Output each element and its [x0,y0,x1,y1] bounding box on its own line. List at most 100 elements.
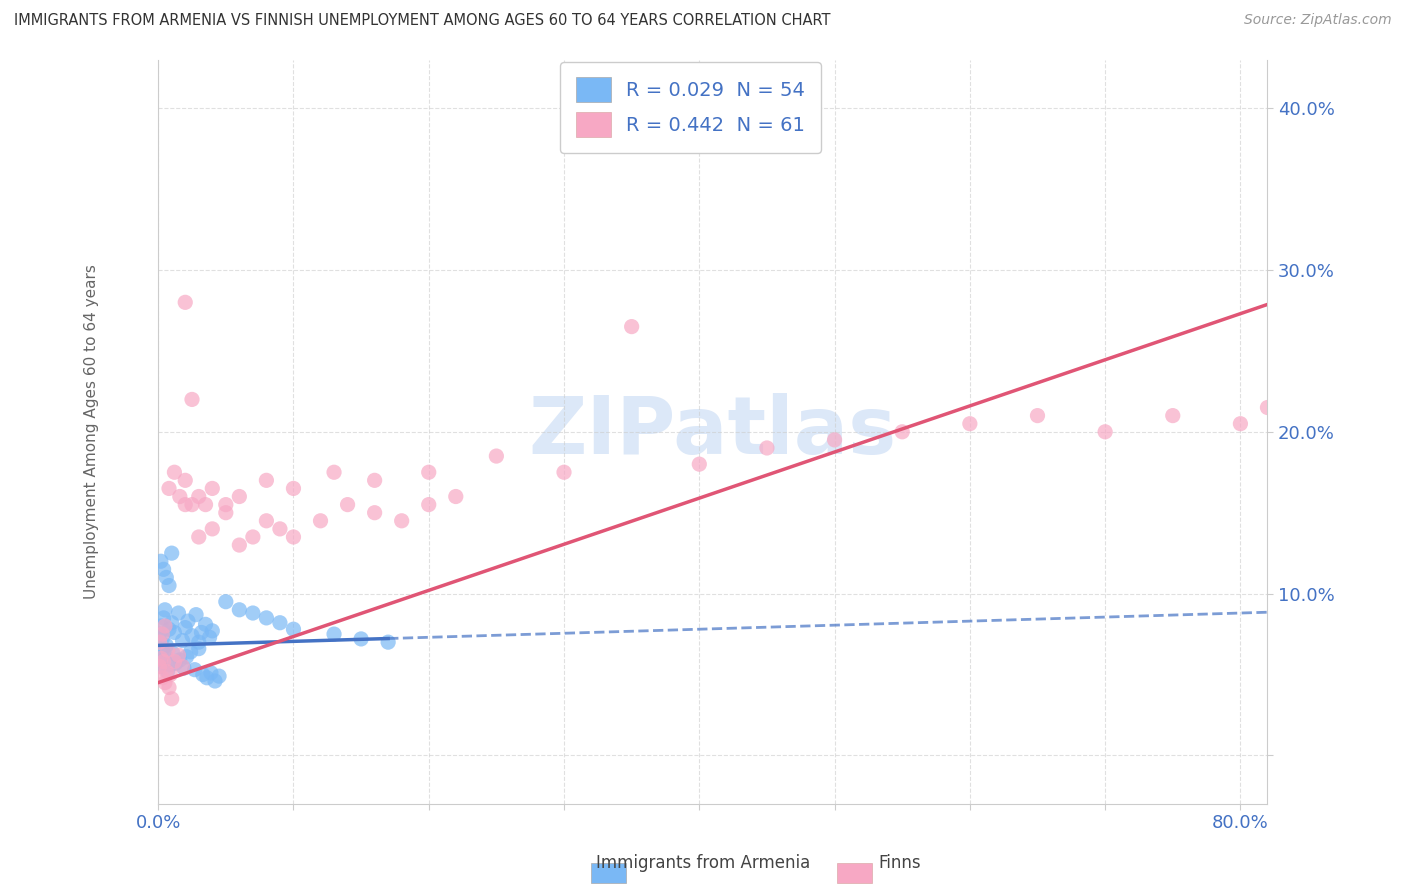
Point [195,671,218,685]
Point [891,425,914,439]
Point [163,465,186,479]
Point [418,465,440,479]
Point [363,506,385,520]
Point [190,625,212,640]
Point [187,530,209,544]
Point [159,667,181,681]
Point [391,514,413,528]
Point [150,627,173,641]
Point [204,673,226,688]
Point [959,417,981,431]
Point [167,606,190,620]
Point [187,641,209,656]
Point [148,635,170,649]
Point [228,603,250,617]
Text: Immigrants from Armenia: Immigrants from Armenia [596,855,810,872]
Point [149,619,172,633]
Point [254,473,277,487]
Point [215,506,238,520]
Text: Source: ZipAtlas.com: Source: ZipAtlas.com [1244,13,1392,28]
Text: Finns: Finns [879,855,921,872]
Point [160,691,183,706]
Point [254,514,277,528]
Point [152,611,174,625]
Point [200,665,222,680]
Point [162,647,184,661]
Point [174,621,197,635]
Point [418,498,440,512]
Point [228,490,250,504]
Point [350,632,373,646]
Point [172,633,194,648]
Point [157,482,180,496]
Point [323,465,346,479]
Point [157,622,180,636]
Point [165,656,187,670]
Legend: R = 0.029  N = 54, R = 0.442  N = 61: R = 0.029 N = 54, R = 0.442 N = 61 [561,62,821,153]
Point [254,611,277,625]
Point [148,659,170,673]
Point [201,482,224,496]
Point [152,655,174,669]
Point [215,595,238,609]
Point [1026,409,1049,423]
Point [283,482,305,496]
Point [153,603,176,617]
Point [157,578,180,592]
Point [173,661,195,675]
Point [177,614,200,628]
Point [181,498,204,512]
Point [150,632,173,646]
Point [156,665,179,679]
Point [269,522,291,536]
Point [553,465,575,479]
Point [150,671,173,685]
Point [269,615,291,630]
Point [155,639,177,653]
Point [194,617,217,632]
Point [152,562,174,576]
Point [377,635,399,649]
Point [148,651,170,665]
Point [187,635,209,649]
Point [183,663,205,677]
Point [167,648,190,662]
Point [620,319,643,334]
Point [201,522,224,536]
Point [174,473,197,487]
Point [169,490,191,504]
Point [184,607,207,622]
Text: Unemployment Among Ages 60 to 64 years: Unemployment Among Ages 60 to 64 years [84,264,98,599]
Point [336,498,359,512]
Point [688,457,710,471]
Point [149,659,172,673]
Point [228,538,250,552]
Point [283,530,305,544]
Point [191,667,214,681]
Point [755,441,778,455]
Point [187,490,209,504]
Point [242,606,264,620]
Point [444,490,467,504]
Point [824,433,846,447]
Point [309,514,332,528]
Point [163,625,186,640]
Point [160,546,183,560]
Point [194,498,217,512]
Text: ZIPatlas: ZIPatlas [529,392,897,471]
Point [155,570,177,584]
Point [159,657,181,672]
Point [181,392,204,407]
Point [363,473,385,487]
Point [208,669,231,683]
Point [1094,425,1116,439]
Point [283,622,305,636]
Point [242,530,264,544]
Point [174,295,197,310]
Text: IMMIGRANTS FROM ARMENIA VS FINNISH UNEMPLOYMENT AMONG AGES 60 TO 64 YEARS CORREL: IMMIGRANTS FROM ARMENIA VS FINNISH UNEMP… [14,13,831,29]
Point [160,615,183,630]
Point [176,649,198,664]
Point [148,627,170,641]
Point [156,643,179,657]
Point [485,449,508,463]
